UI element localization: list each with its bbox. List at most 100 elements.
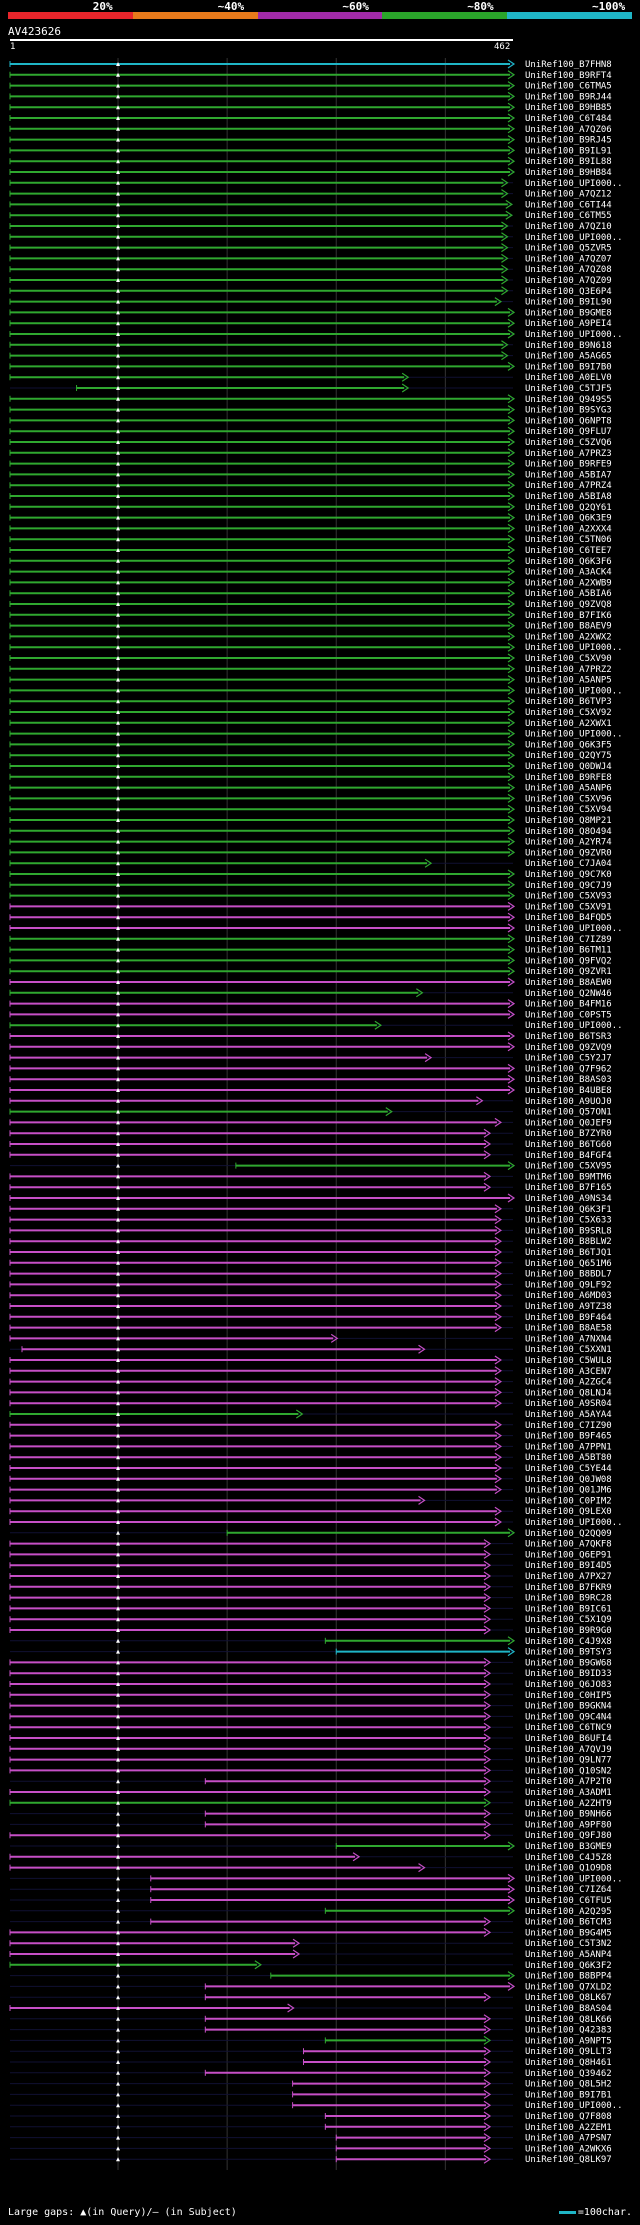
hit-label[interactable]: UniRef100_Q9LEX0 (525, 1507, 612, 1517)
hit-label[interactable]: UniRef100_B9RJ45 (525, 136, 612, 146)
hit-label[interactable]: UniRef100_UPI000.. (525, 1021, 623, 1031)
hit-label[interactable]: UniRef100_B4FQD5 (525, 913, 612, 923)
hit-label[interactable]: UniRef100_C5X633 (525, 1216, 612, 1226)
hit-label[interactable]: UniRef100_UPI000.. (525, 233, 623, 243)
hit-label[interactable]: UniRef100_A3ACK4 (525, 568, 612, 578)
hit-label[interactable]: UniRef100_Q9LLT3 (525, 2047, 612, 2057)
hit-label[interactable]: UniRef100_UPI000.. (525, 1518, 623, 1528)
hit-label[interactable]: UniRef100_A6MD03 (525, 1291, 612, 1301)
hit-label[interactable]: UniRef100_B9SRL8 (525, 1226, 612, 1236)
hit-label[interactable]: UniRef100_B9IL91 (525, 146, 612, 156)
hit-label[interactable]: UniRef100_UPI000.. (525, 924, 623, 934)
hit-label[interactable]: UniRef100_Q6K3F2 (525, 1961, 612, 1971)
hit-label[interactable]: UniRef100_Q9C7J9 (525, 881, 612, 891)
hit-label[interactable]: UniRef100_A5ANP4 (525, 1950, 612, 1960)
hit-label[interactable]: UniRef100_B9F464 (525, 1313, 612, 1323)
hit-label[interactable]: UniRef100_A9UOJ0 (525, 1097, 612, 1107)
hit-label[interactable]: UniRef100_Q6NPT8 (525, 416, 612, 426)
hit-label[interactable]: UniRef100_B4UBE8 (525, 1086, 612, 1096)
hit-label[interactable]: UniRef100_UPI000.. (525, 330, 623, 340)
hit-label[interactable]: UniRef100_C7IZ89 (525, 935, 612, 945)
hit-label[interactable]: UniRef100_Q7F808 (525, 2112, 612, 2122)
hit-label[interactable]: UniRef100_A9PF80 (525, 1820, 612, 1830)
hit-label[interactable]: UniRef100_UPI000.. (525, 1874, 623, 1884)
hit-label[interactable]: UniRef100_C5Y2J7 (525, 1054, 612, 1064)
hit-label[interactable]: UniRef100_A2ZHT9 (525, 1799, 612, 1809)
hit-label[interactable]: UniRef100_B3GME9 (525, 1842, 612, 1852)
hit-label[interactable]: UniRef100_Q6K3F5 (525, 740, 612, 750)
hit-label[interactable]: UniRef100_UPI000.. (525, 2101, 623, 2111)
hit-label[interactable]: UniRef100_C0PST5 (525, 1010, 612, 1020)
hit-label[interactable]: UniRef100_Q2QY75 (525, 751, 612, 761)
hit-label[interactable]: UniRef100_Q9LN77 (525, 1756, 612, 1766)
hit-label[interactable]: UniRef100_B9HB85 (525, 103, 612, 113)
hit-label[interactable]: UniRef100_C6TMA5 (525, 82, 612, 92)
hit-label[interactable]: UniRef100_A9TZ38 (525, 1302, 612, 1312)
hit-label[interactable]: UniRef100_Q8O494 (525, 827, 612, 837)
hit-label[interactable]: UniRef100_B7ZYR0 (525, 1129, 612, 1139)
hit-label[interactable]: UniRef100_B9TSY3 (525, 1648, 612, 1658)
hit-label[interactable]: UniRef100_B7FIK6 (525, 611, 612, 621)
hit-label[interactable]: UniRef100_B8AEW0 (525, 978, 612, 988)
hit-label[interactable]: UniRef100_B9IC61 (525, 1604, 612, 1614)
hit-label[interactable]: UniRef100_B8BDL7 (525, 1270, 612, 1280)
hit-label[interactable]: UniRef100_UPI000.. (525, 179, 623, 189)
hit-label[interactable]: UniRef100_B9GME8 (525, 308, 612, 318)
hit-label[interactable]: UniRef100_A7QKF8 (525, 1540, 612, 1550)
hit-label[interactable]: UniRef100_A0ELV0 (525, 373, 612, 383)
hit-label[interactable]: UniRef100_B9HB84 (525, 168, 612, 178)
hit-label[interactable]: UniRef100_Q0JEF9 (525, 1118, 612, 1128)
hit-label[interactable]: UniRef100_A2XWX1 (525, 719, 612, 729)
hit-label[interactable]: UniRef100_B6TVP3 (525, 697, 612, 707)
hit-label[interactable]: UniRef100_B9RFT4 (525, 71, 612, 81)
hit-label[interactable]: UniRef100_A7QVJ9 (525, 1745, 612, 1755)
hit-label[interactable]: UniRef100_Q1O9D8 (525, 1864, 612, 1874)
hit-label[interactable]: UniRef100_C5XV91 (525, 902, 612, 912)
hit-label[interactable]: UniRef100_Q10SN2 (525, 1766, 612, 1776)
hit-label[interactable]: UniRef100_C6TFU5 (525, 1896, 612, 1906)
hit-label[interactable]: UniRef100_C5YE44 (525, 1464, 612, 1474)
hit-label[interactable]: UniRef100_C5TN06 (525, 535, 612, 545)
hit-label[interactable]: UniRef100_A2Q295 (525, 1907, 612, 1917)
hit-label[interactable]: UniRef100_B9ID33 (525, 1669, 612, 1679)
hit-label[interactable]: UniRef100_Q6K3F1 (525, 1205, 612, 1215)
hit-label[interactable]: UniRef100_B9RC28 (525, 1594, 612, 1604)
hit-label[interactable]: UniRef100_Q2QQ09 (525, 1529, 612, 1539)
hit-label[interactable]: UniRef100_A7NXN4 (525, 1334, 612, 1344)
hit-label[interactable]: UniRef100_A5AG65 (525, 352, 612, 362)
hit-label[interactable]: UniRef100_B9G4M5 (525, 1928, 612, 1938)
hit-label[interactable]: UniRef100_Q9C4N4 (525, 1712, 612, 1722)
hit-label[interactable]: UniRef100_B8BLW2 (525, 1237, 612, 1247)
hit-label[interactable]: UniRef100_C6TM55 (525, 211, 612, 221)
hit-label[interactable]: UniRef100_A7PSN7 (525, 2134, 612, 2144)
hit-label[interactable]: UniRef100_UPI000.. (525, 686, 623, 696)
hit-label[interactable]: UniRef100_A7PPN1 (525, 1442, 612, 1452)
hit-label[interactable]: UniRef100_B9N618 (525, 341, 612, 351)
hit-label[interactable]: UniRef100_Q7F962 (525, 1064, 612, 1074)
hit-label[interactable]: UniRef100_B7FHN8 (525, 60, 612, 70)
hit-label[interactable]: UniRef100_Q6EP91 (525, 1550, 612, 1560)
hit-label[interactable]: UniRef100_Q9ZVQ9 (525, 1043, 612, 1053)
hit-label[interactable]: UniRef100_C5WUL8 (525, 1356, 612, 1366)
hit-label[interactable]: UniRef100_C7IZ90 (525, 1421, 612, 1431)
hit-label[interactable]: UniRef100_C4J5Z8 (525, 1853, 612, 1863)
hit-label[interactable]: UniRef100_B4FM16 (525, 1000, 612, 1010)
hit-label[interactable]: UniRef100_C5T3N2 (525, 1939, 612, 1949)
hit-label[interactable]: UniRef100_B9MTM6 (525, 1172, 612, 1182)
hit-label[interactable]: UniRef100_B6UFI4 (525, 1734, 612, 1744)
hit-label[interactable]: UniRef100_B9IL90 (525, 298, 612, 308)
hit-label[interactable]: UniRef100_Q9FVQ2 (525, 956, 612, 966)
hit-label[interactable]: UniRef100_A5ANP5 (525, 676, 612, 686)
hit-label[interactable]: UniRef100_Q42383 (525, 2026, 612, 2036)
hit-label[interactable]: UniRef100_Q3E6P4 (525, 287, 612, 297)
hit-label[interactable]: UniRef100_A7QZ08 (525, 265, 612, 275)
hit-label[interactable]: UniRef100_Q9ZVR1 (525, 967, 612, 977)
hit-label[interactable]: UniRef100_C5X1Q9 (525, 1615, 612, 1625)
hit-label[interactable]: UniRef100_B8AE58 (525, 1324, 612, 1334)
hit-label[interactable]: UniRef100_C5XXN1 (525, 1345, 612, 1355)
hit-label[interactable]: UniRef100_C5XV94 (525, 805, 612, 815)
hit-label[interactable]: UniRef100_A5BIA8 (525, 492, 612, 502)
hit-label[interactable]: UniRef100_B9I7B0 (525, 362, 612, 372)
hit-label[interactable]: UniRef100_B9GKN4 (525, 1702, 612, 1712)
hit-label[interactable]: UniRef100_A2WKX6 (525, 2144, 612, 2154)
